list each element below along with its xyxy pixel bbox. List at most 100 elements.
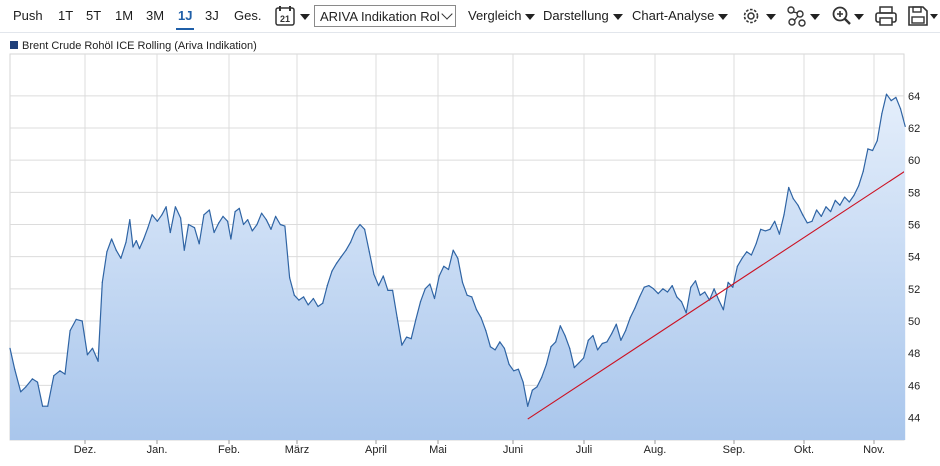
price-point [629,317,631,319]
price-point [69,330,71,332]
price-point [227,220,229,222]
price-point [125,241,127,243]
range-gesamt[interactable]: Ges. [234,8,262,23]
price-point [741,257,743,259]
y-tick-label: 50 [908,316,920,328]
price-point [466,294,468,296]
print-icon[interactable] [875,5,897,27]
chevron-down-icon [718,13,729,20]
price-point [289,277,291,279]
price-line [9,93,906,407]
y-tick-label: 60 [908,155,920,167]
price-point [198,243,200,245]
price-point [704,291,706,293]
range-1m[interactable]: 1M [115,8,134,23]
price-point [147,227,149,229]
y-tick-label: 62 [908,123,920,135]
price-point [275,215,277,217]
price-point [461,281,464,283]
price-point [545,363,548,365]
trendline[interactable] [527,151,937,420]
range-1t[interactable]: 1T [58,8,74,23]
price-point [317,305,319,308]
range-1j[interactable]: 1J [175,0,196,32]
price-point [685,312,687,314]
price-point [193,227,196,229]
price-point [881,112,883,115]
range-push[interactable]: Push [13,8,43,23]
price-point [86,354,88,356]
price-point [387,289,389,291]
darstellung-menu[interactable]: Darstellung [543,0,623,32]
price-point [303,296,305,298]
range-5t[interactable]: 5T [86,8,102,23]
price-point [648,285,650,287]
x-tick-label: Aug. [644,444,667,456]
price-point [652,288,655,290]
price-point [872,149,874,152]
x-tick-label: Juli [576,444,593,456]
price-point [569,347,571,349]
price-point [230,238,232,240]
vergleich-menu[interactable]: Vergleich [468,0,536,32]
y-tick-label: 44 [908,412,920,424]
calendar-icon[interactable]: 21 [275,5,295,27]
settings-icon[interactable] [740,5,776,27]
price-point [331,270,333,272]
price-point [755,243,757,245]
price-point [336,262,338,264]
price-point [503,347,505,349]
price-point [354,230,356,232]
price-point [129,219,131,221]
price-point [256,223,258,226]
price-point [816,209,818,211]
price-point [690,286,692,288]
price-point [536,386,538,388]
range-3m[interactable]: 3M [146,8,165,23]
indicators-icon[interactable] [786,5,822,27]
price-point [183,249,185,251]
chevron-down-icon[interactable] [300,14,310,20]
price-point [251,230,253,232]
x-tick-label: Mai [429,444,447,456]
chart-analyse-menu[interactable]: Chart-Analyse [632,0,729,32]
calendar-day: 21 [280,14,290,24]
price-point [101,281,103,283]
price-point [322,302,324,304]
price-point [736,265,739,267]
price-point [760,228,762,230]
y-tick-label: 64 [908,91,920,103]
price-point [143,238,145,240]
price-point [132,246,134,248]
price-point [625,330,627,332]
save-icon[interactable] [907,5,939,27]
price-point [848,201,850,203]
price-point [531,389,534,391]
legend-label: Brent Crude Rohöl ICE Rolling (Ariva Ind… [22,40,257,52]
price-point [247,219,249,221]
price-point [867,148,869,150]
price-point [135,240,137,242]
price-point [732,286,734,288]
price-point [438,275,440,277]
price-point [25,386,27,388]
price-point [180,217,182,219]
y-tick-label: 56 [908,219,920,231]
price-point [564,334,566,337]
price-point [774,220,776,222]
x-tick-label: Juni [503,444,523,456]
price-point [783,214,785,216]
price-point [165,206,167,208]
price-point [573,367,575,369]
price-point [657,293,659,295]
price-point [634,307,636,309]
price-point [480,317,482,319]
zoom-icon[interactable] [831,5,867,27]
price-point [59,370,61,372]
price-point [265,219,267,221]
price-point [592,334,594,337]
instrument-select[interactable]: ARIVA Indikation Rol [314,5,456,27]
price-point [475,309,478,311]
range-3j[interactable]: 3J [205,8,219,23]
x-tick-label: Nov. [863,444,885,456]
